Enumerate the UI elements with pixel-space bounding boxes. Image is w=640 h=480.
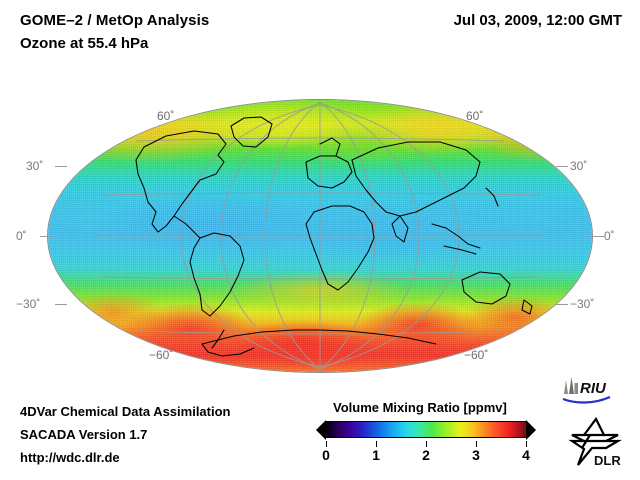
- lat-label-inner-60n-left: 60˚: [157, 109, 175, 123]
- lat-label-inner-60s-left: −60˚: [149, 348, 174, 362]
- globe-ellipse: [48, 100, 592, 372]
- riu-logo: RIU: [562, 377, 611, 404]
- colorbar-tick-1: [376, 441, 377, 447]
- page-title: GOME–2 / MetOp Analysis: [20, 12, 210, 29]
- footer-line-url[interactable]: http://wdc.dlr.de: [20, 450, 120, 465]
- colorbar: [316, 420, 536, 440]
- footer-line-assimilation: 4DVar Chemical Data Assimilation: [20, 404, 231, 419]
- colorbar-tick-2: [426, 441, 427, 447]
- lat-tick-30s-left: [55, 304, 67, 305]
- dlr-logo: DLR: [568, 416, 623, 468]
- lat-label-30n-left: 30˚: [26, 159, 44, 173]
- lat-label-30n-right: 30˚: [570, 159, 588, 173]
- colorbar-tick-4: [526, 441, 527, 447]
- colorbar-label-0: 0: [322, 447, 330, 463]
- lat-tick-30s-right: [556, 304, 568, 305]
- lat-tick-0-left: [40, 236, 54, 237]
- colorbar-gradient: [326, 422, 526, 437]
- footer-line-version: SACADA Version 1.7: [20, 427, 148, 442]
- map-plot-area: 60˚ 60˚ −60˚ −60˚: [48, 100, 592, 372]
- lat-label-0-right: 0˚: [604, 229, 615, 243]
- colorbar-label-3: 3: [472, 447, 480, 463]
- dlr-mark-icon: [568, 416, 623, 466]
- lat-label-30s-right: −30˚: [570, 297, 595, 311]
- colorbar-body: [325, 421, 527, 438]
- riu-wordmark: RIU: [580, 380, 607, 397]
- lat-label-30s-left: −30˚: [16, 297, 41, 311]
- dlr-wordmark: DLR: [594, 453, 621, 468]
- coastlines: [135, 116, 533, 357]
- colorbar-title: Volume Mixing Ratio [ppmv]: [333, 400, 507, 415]
- colorbar-extend-min-arrow: [316, 420, 326, 440]
- colorbar-label-4: 4: [522, 447, 530, 463]
- lat-label-inner-60n-right: 60˚: [466, 109, 484, 123]
- lat-tick-0-right: [590, 236, 604, 237]
- lat-tick-30n-right: [556, 166, 568, 167]
- timestamp-label: Jul 03, 2009, 12:00 GMT: [453, 12, 622, 29]
- lat-tick-30n-left: [55, 166, 67, 167]
- riu-swoosh-icon: [562, 395, 611, 404]
- page-subtitle: Ozone at 55.4 hPa: [20, 35, 149, 52]
- colorbar-label-1: 1: [372, 447, 380, 463]
- graticule: [96, 101, 544, 371]
- riu-towers-icon: [564, 377, 578, 394]
- colorbar-tick-3: [476, 441, 477, 447]
- colorbar-tick-0: [326, 441, 327, 447]
- colorbar-extend-max-arrow: [526, 420, 536, 440]
- lat-label-inner-60s-right: −60˚: [464, 348, 489, 362]
- colorbar-label-2: 2: [422, 447, 430, 463]
- lat-label-0-left: 0˚: [16, 229, 27, 243]
